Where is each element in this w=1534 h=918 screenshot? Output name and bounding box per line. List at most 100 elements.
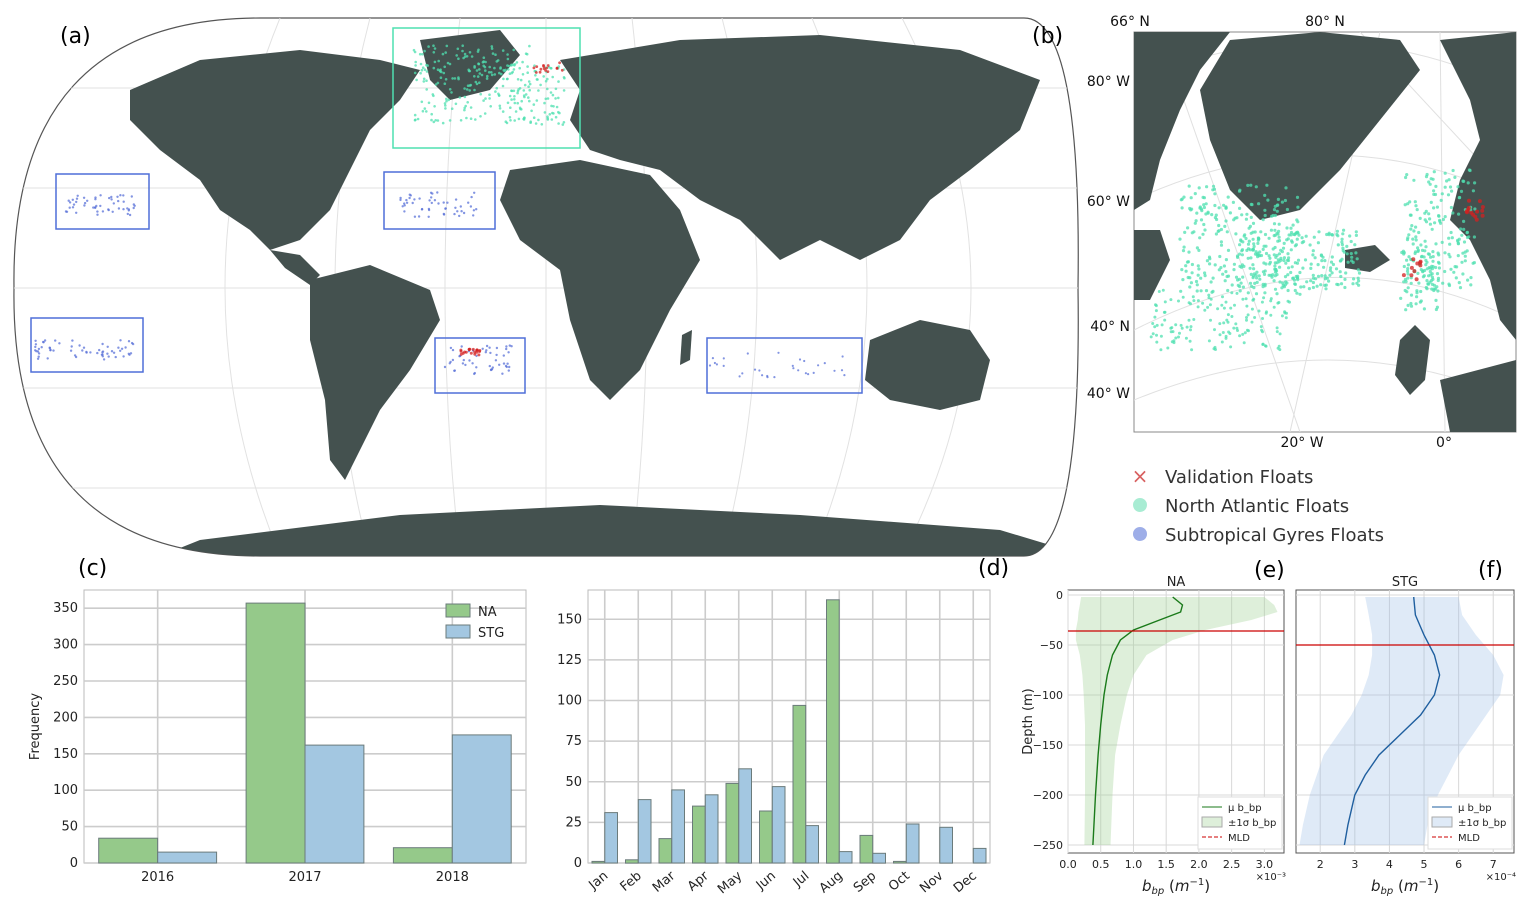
na-float-point xyxy=(1196,305,1200,309)
na-float-point xyxy=(1462,227,1466,231)
na-float-point xyxy=(1469,276,1473,280)
panel-b-north-atlantic-map: 66° N 80° N 80° W 60° W 40° N 40° W 20° … xyxy=(1087,14,1517,451)
na-float-point xyxy=(1416,271,1420,275)
stg-float-point xyxy=(403,202,406,205)
na-float-point xyxy=(1341,232,1345,236)
na-float-point xyxy=(1406,272,1410,276)
na-float-point xyxy=(1461,179,1465,183)
na-float-point xyxy=(1409,301,1413,306)
na-float-point xyxy=(1446,193,1451,197)
stg-float-point xyxy=(36,350,40,353)
na-float-point xyxy=(552,105,555,108)
na-float-point xyxy=(1261,317,1264,320)
na-float-point xyxy=(539,83,542,87)
na-float-point xyxy=(1354,233,1358,237)
na-float-point xyxy=(1460,260,1464,264)
panel-label-c: (c) xyxy=(78,556,107,581)
na-float-point xyxy=(1213,263,1217,267)
na-float-point xyxy=(1232,262,1236,266)
na-float-point xyxy=(1291,276,1295,280)
na-float-point xyxy=(1208,262,1212,266)
na-float-point xyxy=(1283,283,1287,287)
stg-float-point xyxy=(823,362,826,365)
na-float-point xyxy=(1340,243,1344,247)
na-float-point xyxy=(1345,252,1349,256)
na-float-point xyxy=(1212,187,1216,191)
na-float-point xyxy=(443,65,447,69)
na-float-point xyxy=(1282,241,1286,245)
na-float-point xyxy=(1315,284,1319,288)
na-float-point xyxy=(1235,291,1239,295)
na-float-point xyxy=(508,94,512,98)
na-float-point xyxy=(1277,252,1282,256)
na-float-point xyxy=(1182,245,1186,249)
na-float-point xyxy=(1412,229,1416,233)
na-float-point xyxy=(1163,318,1167,322)
na-float-point xyxy=(1218,333,1222,337)
na-float-point xyxy=(1273,264,1277,268)
na-float-point xyxy=(473,88,476,92)
na-float-point xyxy=(1410,224,1414,228)
na-float-point xyxy=(516,91,519,95)
stg-float-point xyxy=(792,367,795,370)
legend-validation-label: Validation Floats xyxy=(1165,467,1313,488)
stg-float-point xyxy=(475,208,478,211)
na-float-point xyxy=(1277,301,1281,304)
mean-profile-line xyxy=(1343,596,1441,846)
na-float-point xyxy=(1261,343,1265,346)
na-float-point xyxy=(482,99,485,102)
na-float-point xyxy=(445,97,448,101)
na-float-point xyxy=(1311,273,1315,277)
stg-float-point xyxy=(437,202,440,205)
na-float-point xyxy=(1406,202,1410,206)
na-float-point xyxy=(1405,269,1410,273)
na-float-point xyxy=(1252,267,1256,271)
na-float-point xyxy=(450,91,453,94)
validation-float-point xyxy=(1475,209,1480,214)
na-float-point xyxy=(1422,274,1426,278)
na-float-point xyxy=(1220,303,1224,307)
na-float-point xyxy=(497,92,500,96)
na-float-point xyxy=(1402,280,1406,284)
na-float-point xyxy=(1228,332,1232,335)
stg-float-point xyxy=(107,208,110,211)
na-float-point xyxy=(555,105,559,109)
na-float-point xyxy=(1348,234,1352,238)
na-float-point xyxy=(490,45,494,48)
na-float-point xyxy=(1319,253,1323,257)
stg-float-point xyxy=(812,371,815,374)
na-float-point xyxy=(1449,267,1453,271)
stg-float-point xyxy=(48,346,52,350)
na-float-point xyxy=(1260,300,1264,304)
na-float-point xyxy=(1190,262,1194,267)
na-float-point xyxy=(1288,300,1291,304)
stg-float-point xyxy=(442,212,445,216)
na-float-point xyxy=(477,62,480,65)
na-float-point xyxy=(1419,289,1423,294)
na-float-point xyxy=(439,70,442,73)
na-float-point xyxy=(1245,304,1249,308)
na-float-point xyxy=(1248,281,1253,285)
na-float-point xyxy=(448,119,452,122)
na-float-point xyxy=(1443,269,1447,274)
na-float-point xyxy=(1311,253,1315,257)
na-float-point xyxy=(434,83,438,86)
na-float-point xyxy=(1399,296,1403,300)
na-float-point xyxy=(1243,331,1247,335)
na-float-point xyxy=(1407,255,1411,259)
na-float-point xyxy=(1254,185,1258,189)
antarctica-land xyxy=(150,505,1079,556)
na-float-point xyxy=(466,84,470,87)
na-float-point xyxy=(522,118,526,121)
na-float-point xyxy=(1340,237,1344,241)
na-float-point xyxy=(1221,295,1224,299)
na-float-point xyxy=(484,97,487,100)
na-float-point xyxy=(434,119,438,122)
na-float-point xyxy=(443,102,447,105)
map-b-label-60W: 60° W xyxy=(1087,194,1130,210)
na-float-point xyxy=(1212,347,1216,351)
na-float-point xyxy=(1202,205,1206,210)
na-float-point xyxy=(534,122,538,125)
na-float-point xyxy=(1278,332,1282,336)
na-float-point xyxy=(1273,228,1277,232)
